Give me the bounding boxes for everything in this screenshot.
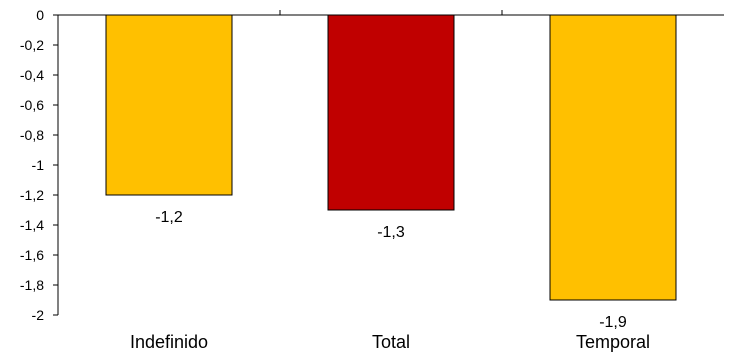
data-label: -1,2	[155, 209, 183, 226]
y-tick-label: -1,2	[20, 187, 44, 203]
y-tick-label: -1	[32, 157, 45, 173]
y-tick-label: 0	[36, 7, 44, 23]
data-label: -1,9	[599, 314, 627, 331]
category-label: Temporal	[576, 332, 650, 352]
y-tick-label: -2	[32, 307, 45, 323]
bar-temporal	[549, 14, 677, 301]
x-axis-ticks	[279, 10, 503, 15]
y-axis-ticks: 0 -0,2 -0,4 -0,6 -0,8 -1 -1,2 -1,4 -1,6 -1,8 -2	[20, 7, 58, 323]
data-labels: -1,2 -1,3 -1,9	[155, 209, 627, 331]
bars	[105, 14, 677, 301]
category-labels: Indefinido Total Temporal	[130, 332, 650, 352]
y-tick-label: -1,4	[20, 217, 44, 233]
category-label: Total	[372, 332, 410, 352]
y-tick-label: -1,6	[20, 247, 44, 263]
y-tick-label: -0,2	[20, 37, 44, 53]
bar-indefinido	[105, 14, 233, 196]
bar-total	[327, 14, 455, 211]
y-tick-label: -0,8	[20, 127, 44, 143]
data-label: -1,3	[377, 224, 405, 241]
y-tick-label: -1,8	[20, 277, 44, 293]
y-tick-label: -0,6	[20, 97, 44, 113]
y-tick-label: -0,4	[20, 67, 44, 83]
category-label: Indefinido	[130, 332, 208, 352]
